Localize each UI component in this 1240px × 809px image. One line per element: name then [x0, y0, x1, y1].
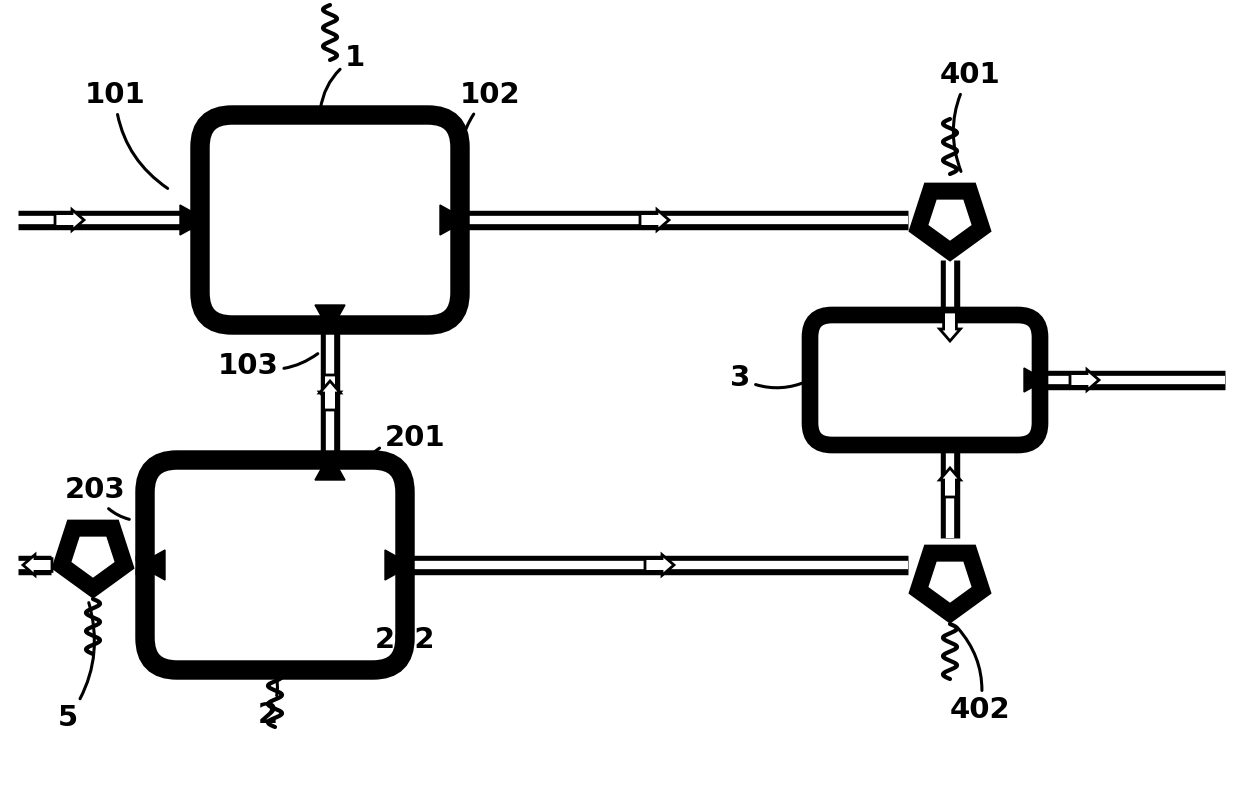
Polygon shape [24, 555, 52, 575]
Polygon shape [1070, 370, 1099, 391]
Text: 103: 103 [217, 352, 317, 380]
Polygon shape [315, 305, 345, 332]
Text: 402: 402 [950, 628, 1011, 724]
Polygon shape [940, 468, 961, 497]
Polygon shape [910, 546, 990, 622]
Text: 2: 2 [258, 675, 278, 729]
FancyBboxPatch shape [810, 315, 1040, 445]
Text: 101: 101 [84, 81, 167, 188]
Polygon shape [315, 453, 345, 480]
Polygon shape [138, 550, 165, 580]
Polygon shape [929, 201, 971, 239]
Polygon shape [640, 210, 670, 231]
Polygon shape [929, 562, 971, 602]
Polygon shape [1024, 368, 1045, 392]
Polygon shape [180, 205, 207, 235]
Text: 3: 3 [730, 364, 807, 392]
Polygon shape [910, 184, 990, 260]
Polygon shape [384, 550, 412, 580]
Text: 102: 102 [459, 81, 521, 172]
Text: 5: 5 [58, 603, 94, 732]
Polygon shape [940, 312, 961, 341]
Polygon shape [55, 210, 84, 231]
FancyBboxPatch shape [200, 115, 460, 325]
FancyBboxPatch shape [145, 460, 405, 670]
Text: 203: 203 [64, 476, 129, 519]
Text: 1: 1 [320, 44, 365, 109]
Text: 202: 202 [374, 614, 435, 654]
Text: 401: 401 [940, 61, 1001, 172]
Polygon shape [72, 537, 114, 577]
Polygon shape [320, 375, 341, 404]
Polygon shape [320, 381, 341, 410]
Polygon shape [645, 555, 675, 575]
Polygon shape [440, 205, 467, 235]
Polygon shape [53, 521, 133, 597]
Text: 201: 201 [367, 424, 445, 460]
